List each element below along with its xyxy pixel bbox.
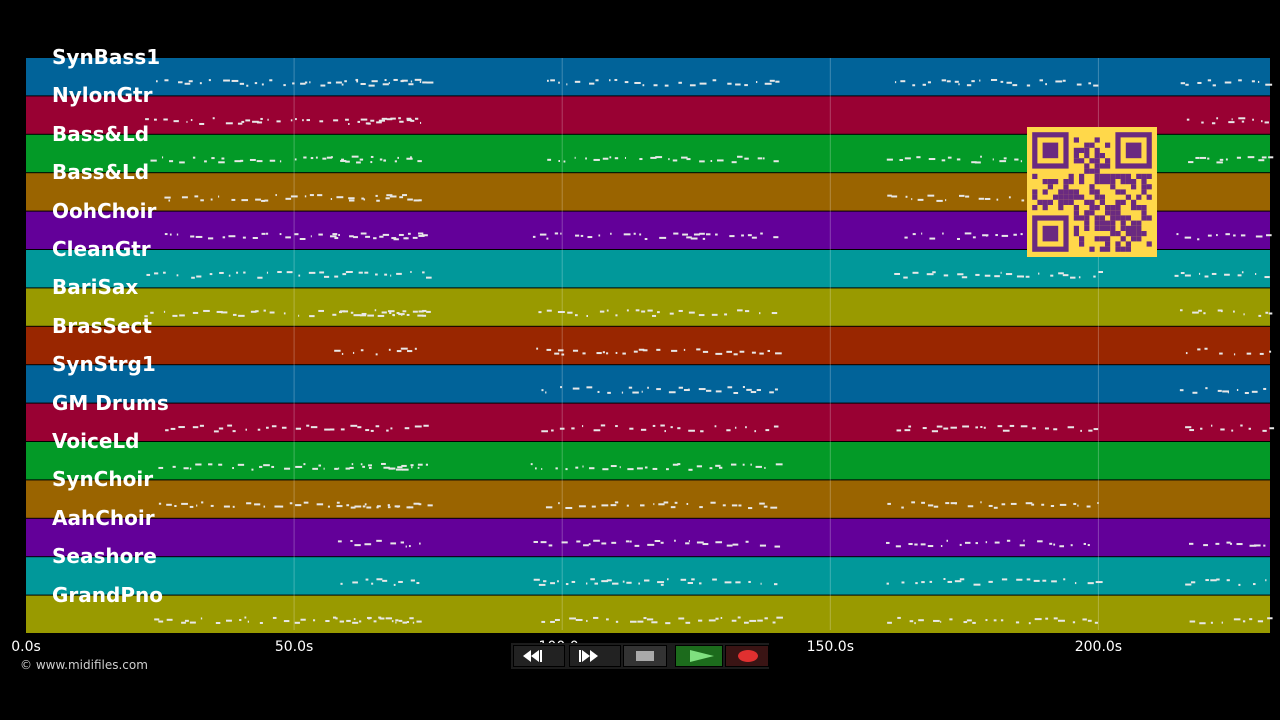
track-band [26,595,1270,633]
track-label: OohChoir [52,198,157,223]
track-band [26,480,1270,518]
track-notes [150,155,1274,164]
track-notes [340,578,1267,586]
track-label: GrandPno [52,582,163,607]
track-band [26,365,1270,403]
track-label: CleanGtr [52,237,151,261]
play-button[interactable] [675,645,723,667]
track-label: Bass&Ld [52,160,150,185]
track-label: BrasSect [52,313,152,338]
track-label: SynBass1 [52,45,161,69]
track-label: BariSax [52,275,139,300]
transport-bar [511,643,769,669]
track-band [26,326,1270,365]
copyright-text: © www.midifiles.com [20,658,148,672]
track-label: SynStrg1 [52,352,156,377]
record-icon [738,650,758,662]
rewind-icon [523,650,542,662]
fast-forward-button[interactable] [569,645,621,667]
track-label: GM Drums [52,390,169,415]
track-notes [155,78,1273,87]
track-band [26,58,1270,96]
track-notes [164,232,1272,241]
piano-roll [26,58,1275,633]
track-band [26,518,1270,557]
track-band [26,557,1270,595]
track-notes [165,424,1275,433]
track-notes [144,309,1273,318]
track-notes [146,270,1270,279]
play-icon [690,650,714,662]
track-notes [158,501,1099,510]
fast-forward-icon [579,650,598,662]
track-label: Bass&Ld [52,121,150,146]
qr-code-icon [1027,127,1157,257]
track-band [26,403,1270,441]
axis-tick-label: 0.0s [11,639,41,655]
axis-tick-label: 150.0s [806,639,854,655]
track-label: VoiceLd [52,429,140,453]
track-notes [145,117,1269,126]
track-notes [334,347,1272,356]
track-band [26,442,1270,480]
rewind-button[interactable] [513,645,565,667]
track-label: NylonGtr [52,83,153,108]
record-button[interactable] [725,645,769,667]
stop-icon [636,651,654,661]
track-band [26,288,1270,326]
track-label: SynChoir [52,467,154,492]
track-label: Seashore [52,544,157,569]
track-notes [158,462,783,471]
axis-tick-label: 50.0s [274,639,314,655]
stop-button[interactable] [623,645,667,667]
track-notes [541,386,1267,394]
axis-tick-label: 200.0s [1074,639,1123,655]
track-notes [337,539,1266,548]
track-label: AahChoir [52,505,155,530]
track-notes [154,616,1273,625]
